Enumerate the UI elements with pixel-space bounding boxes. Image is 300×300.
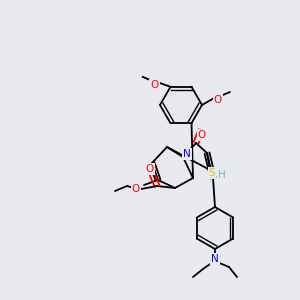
Text: N: N [183,149,191,159]
Text: O: O [132,184,140,194]
Text: O: O [214,95,222,105]
Text: O: O [198,130,206,140]
Text: O: O [150,80,159,90]
Text: O: O [146,164,154,174]
Text: N: N [211,254,219,264]
Text: S: S [209,168,215,178]
Text: H: H [218,170,226,180]
